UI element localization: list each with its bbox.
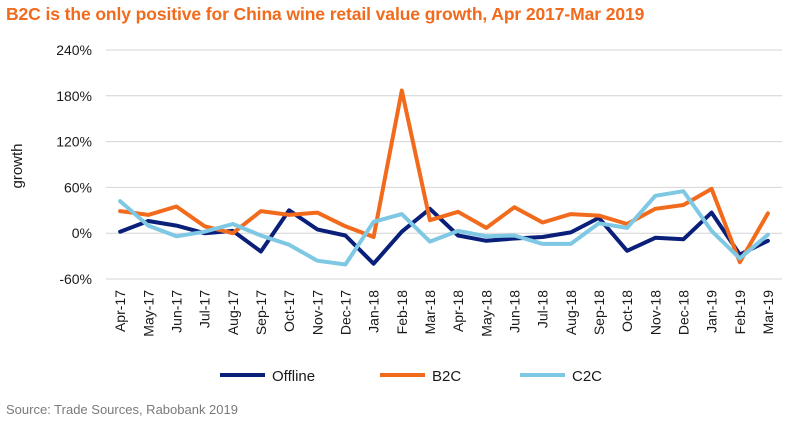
- legend-label: B2C: [432, 368, 461, 385]
- x-tick-label: Nov-17: [309, 290, 325, 335]
- x-tick-label: Jun-18: [506, 290, 522, 333]
- x-tick-label: Apr-17: [112, 290, 128, 332]
- x-tick-label: Aug-17: [225, 290, 241, 335]
- y-tick-label: -60%: [59, 271, 92, 287]
- x-tick-label: Dec-17: [337, 290, 353, 335]
- legend-label: C2C: [572, 368, 602, 385]
- legend: Offline B2C C2C: [220, 368, 602, 385]
- series-line-c2c: [118, 189, 770, 267]
- x-tick-label: Jul-17: [197, 290, 213, 328]
- x-tick-label: May-17: [140, 290, 156, 337]
- x-tick-label: Feb-19: [732, 290, 748, 335]
- x-tick-label: May-18: [478, 290, 494, 337]
- x-tick-label: Feb-18: [394, 290, 410, 335]
- x-tick-label: Oct-17: [281, 290, 297, 332]
- y-axis-label: growth: [9, 143, 26, 188]
- x-tick-label: Oct-18: [619, 290, 635, 332]
- x-tick-label: Apr-18: [450, 290, 466, 332]
- x-tick-label: Mar-18: [422, 290, 438, 335]
- chart-title: B2C is the only positive for China wine …: [6, 4, 645, 24]
- x-tick-label: Jul-18: [535, 290, 551, 328]
- y-tick-label: 180%: [56, 88, 92, 104]
- x-tick-label: Nov-18: [647, 290, 663, 335]
- x-tick-label: Sep-17: [253, 290, 269, 335]
- x-tick-label: Sep-18: [591, 290, 607, 335]
- x-tick-label: Mar-19: [760, 290, 776, 335]
- y-tick-label: 0%: [72, 225, 92, 241]
- x-tick-label: Jun-17: [168, 290, 184, 333]
- legend-label: Offline: [272, 368, 315, 385]
- x-tick-label: Jan-19: [704, 290, 720, 333]
- x-tick-label: Dec-18: [675, 290, 691, 335]
- x-tick-label: Aug-18: [563, 290, 579, 335]
- series-line-b2c: [118, 88, 770, 265]
- x-axis-ticks: Apr-17 May-17 Jun-17 Jul-17 Aug-17 Sep-17 Oct-…: [112, 290, 776, 337]
- source-note: Source: Trade Sources, Rabobank 2019: [6, 402, 238, 417]
- y-tick-label: 240%: [56, 42, 92, 58]
- gridlines: [106, 49, 782, 280]
- y-axis-ticks: -60% 0% 60% 120% 180% 240%: [56, 42, 92, 287]
- x-tick-label: Jan-18: [366, 290, 382, 333]
- series-lines: [118, 88, 770, 267]
- y-tick-label: 120%: [56, 134, 92, 150]
- y-tick-label: 60%: [64, 179, 92, 195]
